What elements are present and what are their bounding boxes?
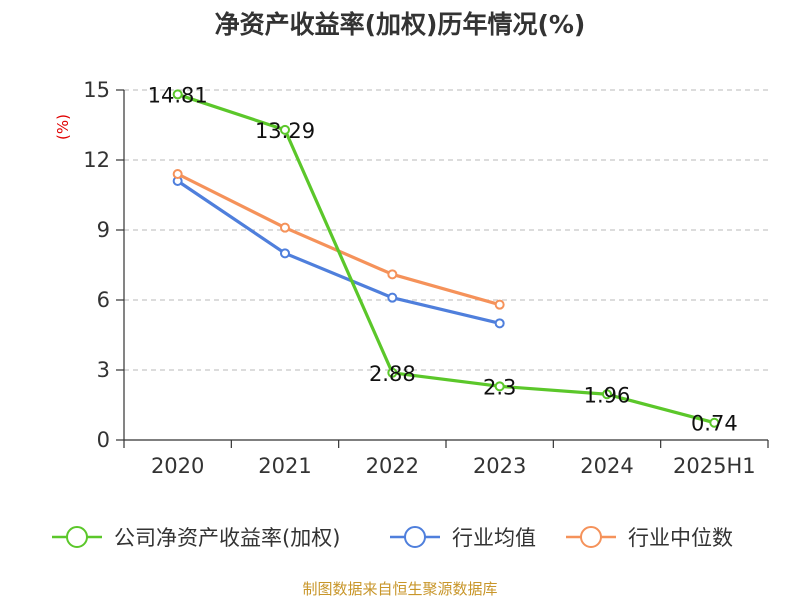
data-point — [494, 299, 505, 310]
data-label: 14.81 — [148, 83, 208, 107]
series-1 — [172, 176, 505, 329]
x-tick-label: 2020 — [151, 454, 204, 478]
legend-item-1: 行业均值 — [390, 526, 536, 550]
series-line — [177, 92, 715, 425]
legend-marker — [580, 526, 602, 548]
series-layer — [172, 89, 720, 428]
y-tick-label: 15 — [83, 78, 110, 102]
data-point — [280, 248, 290, 259]
data-label: 1.96 — [584, 383, 631, 407]
series-line — [176, 179, 501, 325]
legend-label: 公司净资产收益率(加权) — [114, 526, 340, 550]
legend: 公司净资产收益率(加权) 行业均值 行业中位数 — [52, 526, 733, 550]
source-note: 制图数据来自恒生聚源数据库 — [302, 580, 497, 598]
legend-marker — [66, 526, 88, 548]
data-point — [387, 367, 398, 378]
data-labels: 14.81 13.29 2.88 2.3 1.96 0.74 — [148, 83, 738, 435]
y-tick-label: 9 — [97, 218, 110, 242]
y-tick-label: 3 — [97, 358, 110, 382]
data-point — [494, 318, 505, 329]
grid-lines — [124, 89, 768, 371]
axes: 0 3 6 9 12 15 2020 2021 2022 2023 2024 2025H1 — [83, 78, 769, 478]
data-point — [709, 417, 720, 428]
x-tick-label: 2021 — [258, 454, 311, 478]
y-axis-unit-label: (%) — [54, 114, 72, 140]
data-label: 2.88 — [369, 362, 416, 386]
data-point — [172, 169, 183, 179]
series-line — [176, 172, 501, 307]
data-point — [387, 269, 398, 280]
legend-marker — [404, 526, 426, 548]
x-tick-label: 2025H1 — [673, 454, 756, 478]
data-point — [387, 292, 398, 303]
x-tick-label: 2024 — [580, 454, 633, 478]
series-0 — [172, 89, 720, 428]
data-label: 2.3 — [483, 375, 516, 399]
x-tick-label: 2022 — [366, 454, 419, 478]
data-point — [172, 89, 183, 100]
legend-item-2: 行业中位数 — [566, 526, 733, 550]
y-tick-label: 12 — [83, 148, 110, 172]
legend-label: 行业均值 — [452, 526, 536, 550]
series-2 — [172, 169, 505, 310]
y-tick-label: 0 — [97, 428, 110, 452]
data-point — [602, 389, 612, 400]
data-label: 0.74 — [691, 412, 738, 436]
legend-item-0: 公司净资产收益率(加权) — [52, 526, 340, 550]
x-tick-label: 2023 — [473, 454, 526, 478]
data-label: 13.29 — [255, 119, 315, 143]
legend-label: 行业中位数 — [628, 526, 733, 550]
data-point — [280, 124, 290, 135]
data-point — [280, 222, 290, 233]
chart-title: 净资产收益率(加权)历年情况(%) — [215, 10, 586, 39]
data-point — [494, 381, 505, 392]
y-tick-label: 6 — [97, 288, 110, 312]
